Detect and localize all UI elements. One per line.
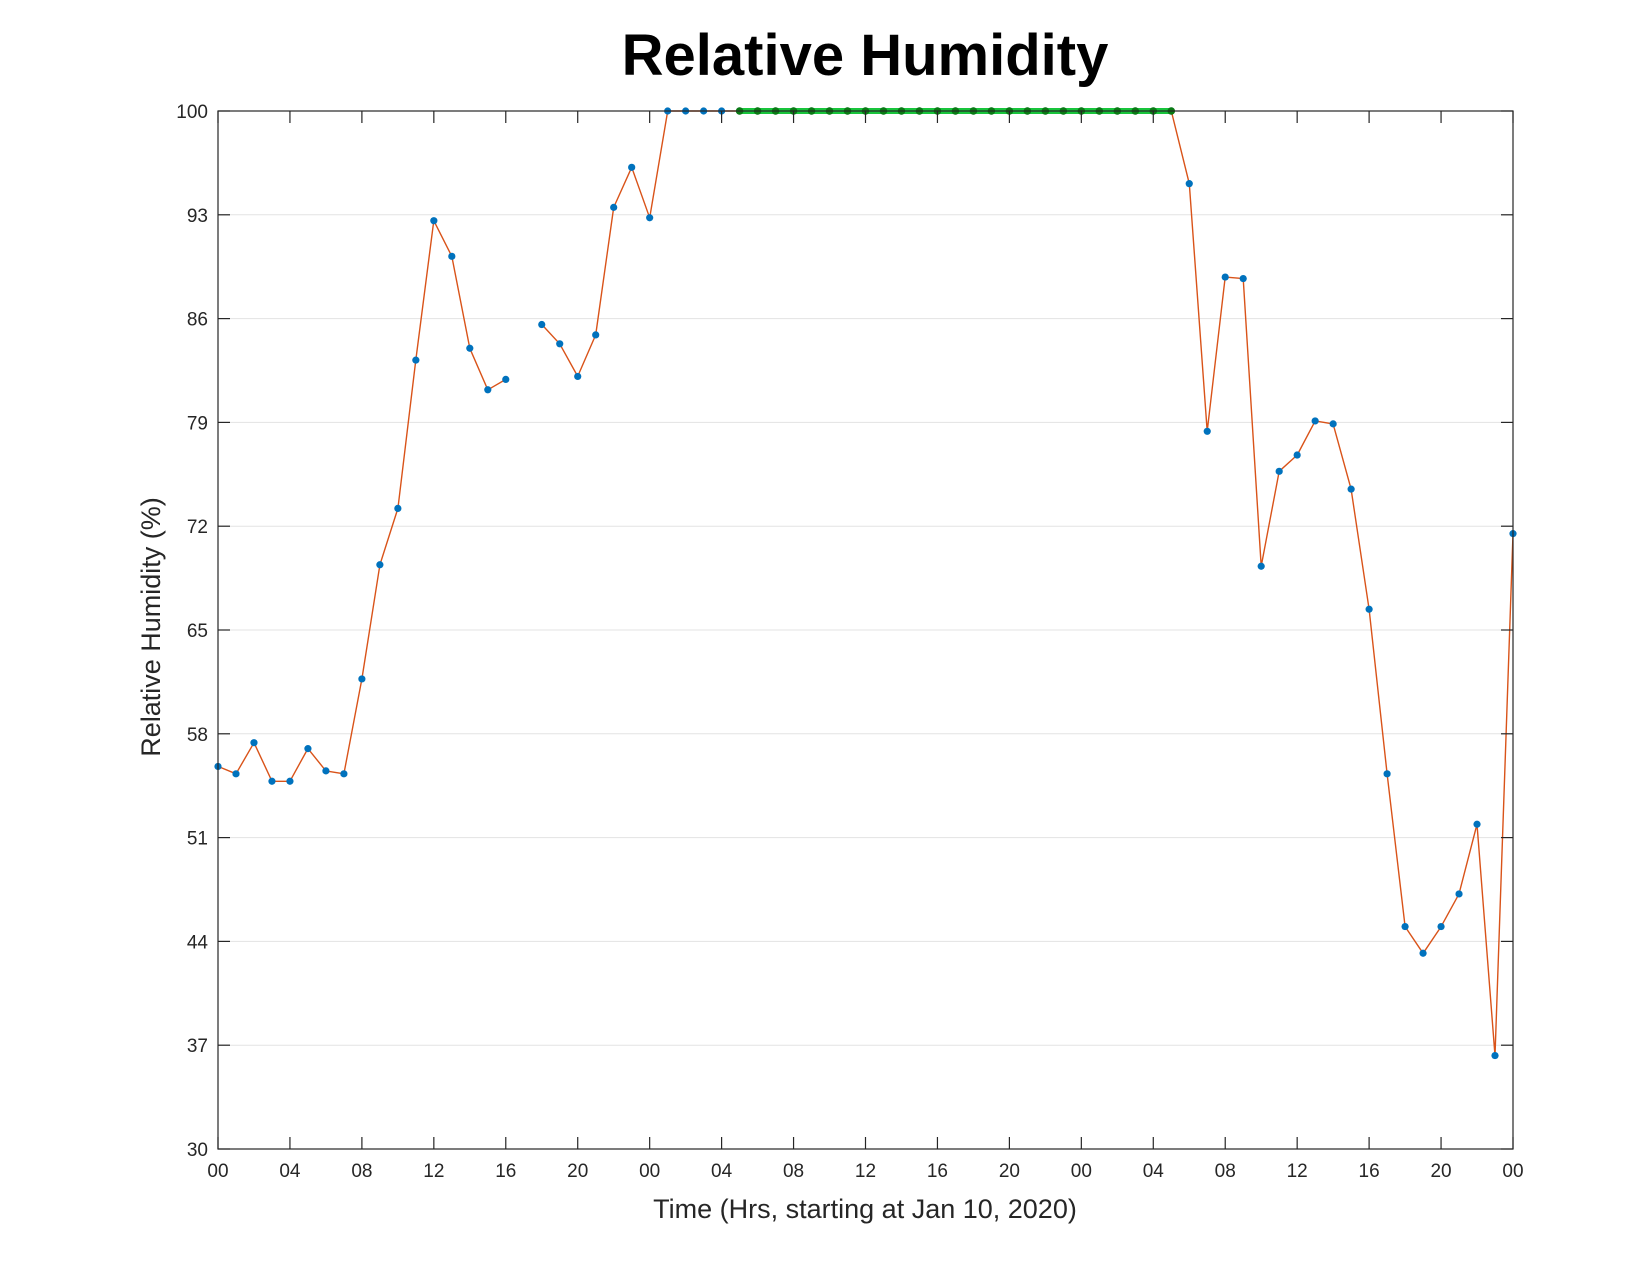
data-point [502, 375, 510, 383]
data-point [1491, 1051, 1499, 1060]
x-tick-label: 16 [1359, 1161, 1380, 1182]
x-axis-label: Time (Hrs, starting at Jan 10, 2020) [653, 1194, 1077, 1224]
data-point [592, 331, 600, 339]
data-point [1365, 605, 1373, 613]
data-point [1221, 273, 1229, 281]
data-point [322, 767, 330, 775]
data-point [628, 163, 636, 171]
y-tick-labels: 30 37 44 51 58 65 72 79 86 93 100 [176, 102, 208, 1161]
y-tick-label: 37 [187, 1036, 208, 1057]
x-tick-label: 12 [855, 1161, 876, 1182]
x-tick-label: 16 [927, 1161, 948, 1182]
x-tick-label: 12 [1287, 1161, 1308, 1182]
data-point [1293, 451, 1301, 459]
x-tick-label: 00 [207, 1161, 228, 1182]
x-tick-label: 16 [495, 1161, 516, 1182]
data-point [394, 504, 402, 513]
data-point [1419, 949, 1427, 957]
axis-ticks [217, 110, 1514, 1150]
x-tick-label: 04 [1143, 1161, 1165, 1182]
data-markers [214, 107, 1517, 1060]
chart-title: Relative Humidity [622, 23, 1109, 88]
grid-lines [218, 214, 1513, 1046]
x-tick-label: 08 [1215, 1161, 1236, 1182]
y-tick-label: 65 [187, 621, 208, 642]
y-tick-label: 30 [187, 1140, 208, 1161]
x-tick-label: 20 [999, 1161, 1020, 1182]
data-point [1311, 417, 1319, 425]
data-point [1401, 922, 1409, 931]
data-point [232, 770, 240, 778]
data-point [250, 739, 258, 747]
x-tick-label: 12 [423, 1161, 444, 1182]
x-tick-label: 04 [711, 1161, 733, 1182]
y-tick-label: 93 [187, 206, 208, 227]
data-point [538, 320, 546, 329]
x-tick-label: 00 [1502, 1161, 1523, 1182]
y-tick-label: 51 [187, 829, 208, 850]
data-point [646, 214, 654, 222]
data-point [358, 675, 366, 683]
data-point [484, 386, 492, 394]
data-point [376, 561, 384, 569]
data-point [556, 340, 564, 348]
data-point [1257, 562, 1265, 570]
data-point [1185, 180, 1193, 188]
data-point [1329, 420, 1337, 428]
data-point [268, 777, 276, 785]
x-tick-label: 08 [783, 1161, 804, 1182]
data-point [574, 372, 582, 381]
data-point [1239, 274, 1247, 283]
y-axis-label: Relative Humidity (%) [136, 497, 166, 757]
y-tick-label: 79 [187, 413, 208, 434]
x-tick-label: 00 [639, 1161, 660, 1182]
data-point [1437, 922, 1445, 931]
x-tick-label: 20 [1430, 1161, 1451, 1182]
data-point [1203, 427, 1211, 435]
data-point [1347, 485, 1355, 493]
data-point [430, 217, 438, 225]
data-point [304, 745, 312, 753]
x-tick-label: 20 [567, 1161, 588, 1182]
y-tick-label: 72 [187, 517, 208, 538]
y-tick-label: 44 [187, 932, 209, 953]
data-point [1455, 890, 1463, 898]
data-point [286, 777, 294, 785]
x-tick-label: 00 [1071, 1161, 1092, 1182]
y-tick-label: 58 [187, 725, 208, 746]
data-point [1275, 467, 1283, 475]
data-point [412, 356, 420, 364]
data-point [466, 344, 474, 352]
x-tick-label: 08 [351, 1161, 372, 1182]
y-tick-label: 86 [187, 310, 208, 331]
x-tick-labels: 00 04 08 12 16 20 00 04 08 12 16 20 00 04 08 12 16 20 00 [207, 1161, 1523, 1182]
y-tick-label: 100 [176, 102, 208, 123]
data-point [448, 252, 456, 260]
x-tick-label: 04 [279, 1161, 301, 1182]
data-point [610, 203, 618, 211]
data-point [1383, 770, 1391, 778]
data-point [340, 770, 348, 778]
data-point [1473, 820, 1481, 828]
